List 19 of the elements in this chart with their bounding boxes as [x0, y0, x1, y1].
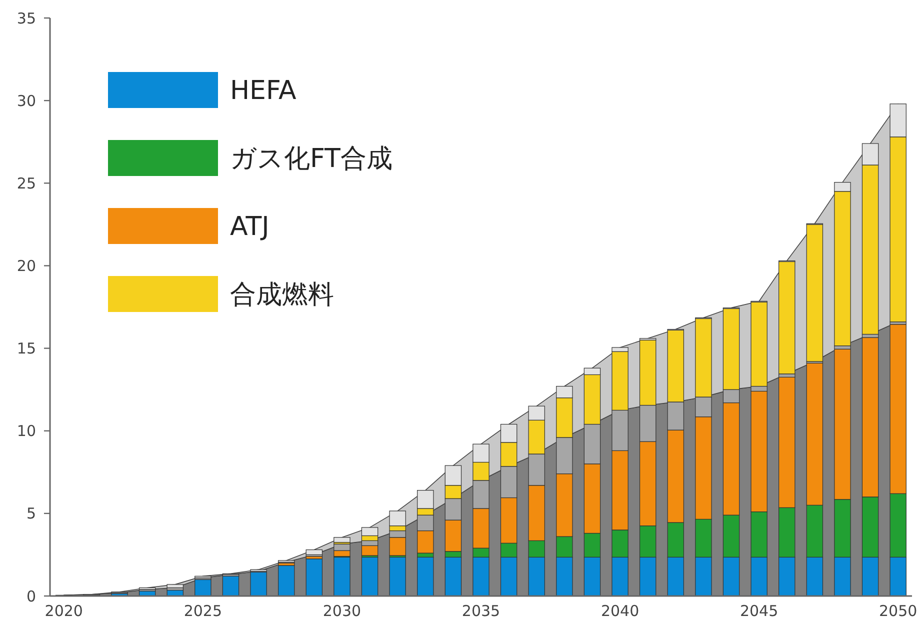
x-tick-label: 2020	[44, 602, 83, 620]
legend-label: 合成燃料	[230, 280, 334, 310]
y-tick-label: 25	[16, 174, 36, 192]
y-tick-label: 0	[26, 587, 36, 606]
y-tick-label: 15	[16, 340, 36, 358]
y-tick-label: 30	[16, 92, 36, 110]
x-tick-label: 2045	[740, 602, 778, 620]
x-tick-label: 2035	[462, 602, 500, 620]
legend-label: HEFA	[230, 76, 297, 106]
x-tick-label: 2025	[184, 602, 222, 620]
legend-label: ガス化FT合成	[230, 144, 392, 174]
x-tick-label: 2030	[322, 602, 362, 620]
y-tick-label: 5	[26, 504, 36, 523]
x-tick-label: 2040	[600, 602, 640, 620]
y-tick-label: 10	[16, 422, 36, 440]
x-tick-label: 2050	[879, 602, 918, 620]
y-tick-label: 35	[16, 9, 36, 28]
y-tick-label: 20	[16, 256, 36, 275]
legend-label: ATJ	[230, 212, 270, 242]
